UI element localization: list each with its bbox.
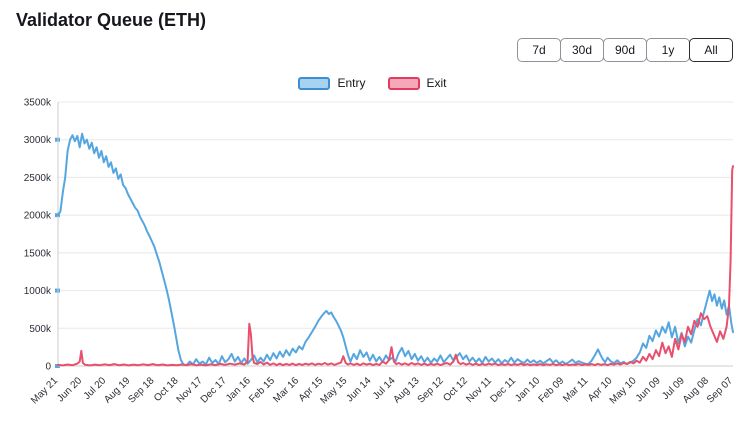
svg-text:2000k: 2000k bbox=[24, 211, 52, 222]
svg-text:500k: 500k bbox=[29, 324, 52, 335]
svg-text:Dec 17: Dec 17 bbox=[199, 375, 229, 405]
svg-text:Mar 16: Mar 16 bbox=[271, 375, 301, 405]
svg-text:Sep 18: Sep 18 bbox=[126, 375, 156, 405]
legend-item-entry[interactable]: Entry bbox=[298, 76, 366, 90]
svg-text:Dec 11: Dec 11 bbox=[488, 375, 518, 405]
svg-text:2500k: 2500k bbox=[24, 173, 52, 184]
svg-text:3000k: 3000k bbox=[24, 135, 52, 146]
svg-text:Jun 20: Jun 20 bbox=[55, 375, 84, 404]
page-title: Validator Queue (ETH) bbox=[16, 10, 207, 30]
svg-text:Sep 07: Sep 07 bbox=[705, 375, 735, 405]
svg-text:Feb 15: Feb 15 bbox=[247, 375, 277, 405]
svg-text:0: 0 bbox=[45, 362, 51, 373]
svg-text:Sep 12: Sep 12 bbox=[416, 375, 446, 405]
svg-text:Mar 11: Mar 11 bbox=[561, 375, 591, 405]
svg-text:Nov 17: Nov 17 bbox=[175, 375, 205, 405]
svg-text:May 15: May 15 bbox=[318, 375, 349, 406]
validator-queue-chart: 0 500k 1000k 1500k 2000k 2500k 3000k 3500k May 2… bbox=[24, 98, 736, 407]
range-selector: 7d 30d 90d 1y All bbox=[517, 38, 733, 62]
entry-swatch-icon bbox=[298, 76, 331, 90]
svg-text:1000k: 1000k bbox=[24, 286, 52, 297]
range-button-90d[interactable]: 90d bbox=[603, 38, 647, 62]
legend-label-exit: Exit bbox=[426, 76, 447, 90]
svg-text:Nov 11: Nov 11 bbox=[464, 375, 494, 405]
svg-text:1500k: 1500k bbox=[24, 248, 52, 259]
legend-label-entry: Entry bbox=[337, 76, 366, 90]
svg-text:Feb 09: Feb 09 bbox=[537, 375, 567, 405]
range-button-30d[interactable]: 30d bbox=[560, 38, 604, 62]
legend-item-exit[interactable]: Exit bbox=[387, 76, 447, 90]
svg-text:May 21: May 21 bbox=[29, 375, 60, 406]
range-button-7d[interactable]: 7d bbox=[517, 38, 561, 62]
chart-legend: Entry Exit bbox=[0, 76, 745, 90]
svg-text:May 10: May 10 bbox=[608, 375, 639, 406]
chart-area: 0 500k 1000k 1500k 2000k 2500k 3000k 3500k May 2… bbox=[0, 94, 745, 430]
svg-text:Jun 14: Jun 14 bbox=[345, 375, 374, 404]
range-button-all[interactable]: All bbox=[689, 38, 733, 62]
exit-swatch-icon bbox=[387, 76, 420, 90]
range-button-1y[interactable]: 1y bbox=[646, 38, 690, 62]
svg-text:3500k: 3500k bbox=[24, 98, 52, 109]
svg-text:Jun 09: Jun 09 bbox=[634, 375, 663, 404]
